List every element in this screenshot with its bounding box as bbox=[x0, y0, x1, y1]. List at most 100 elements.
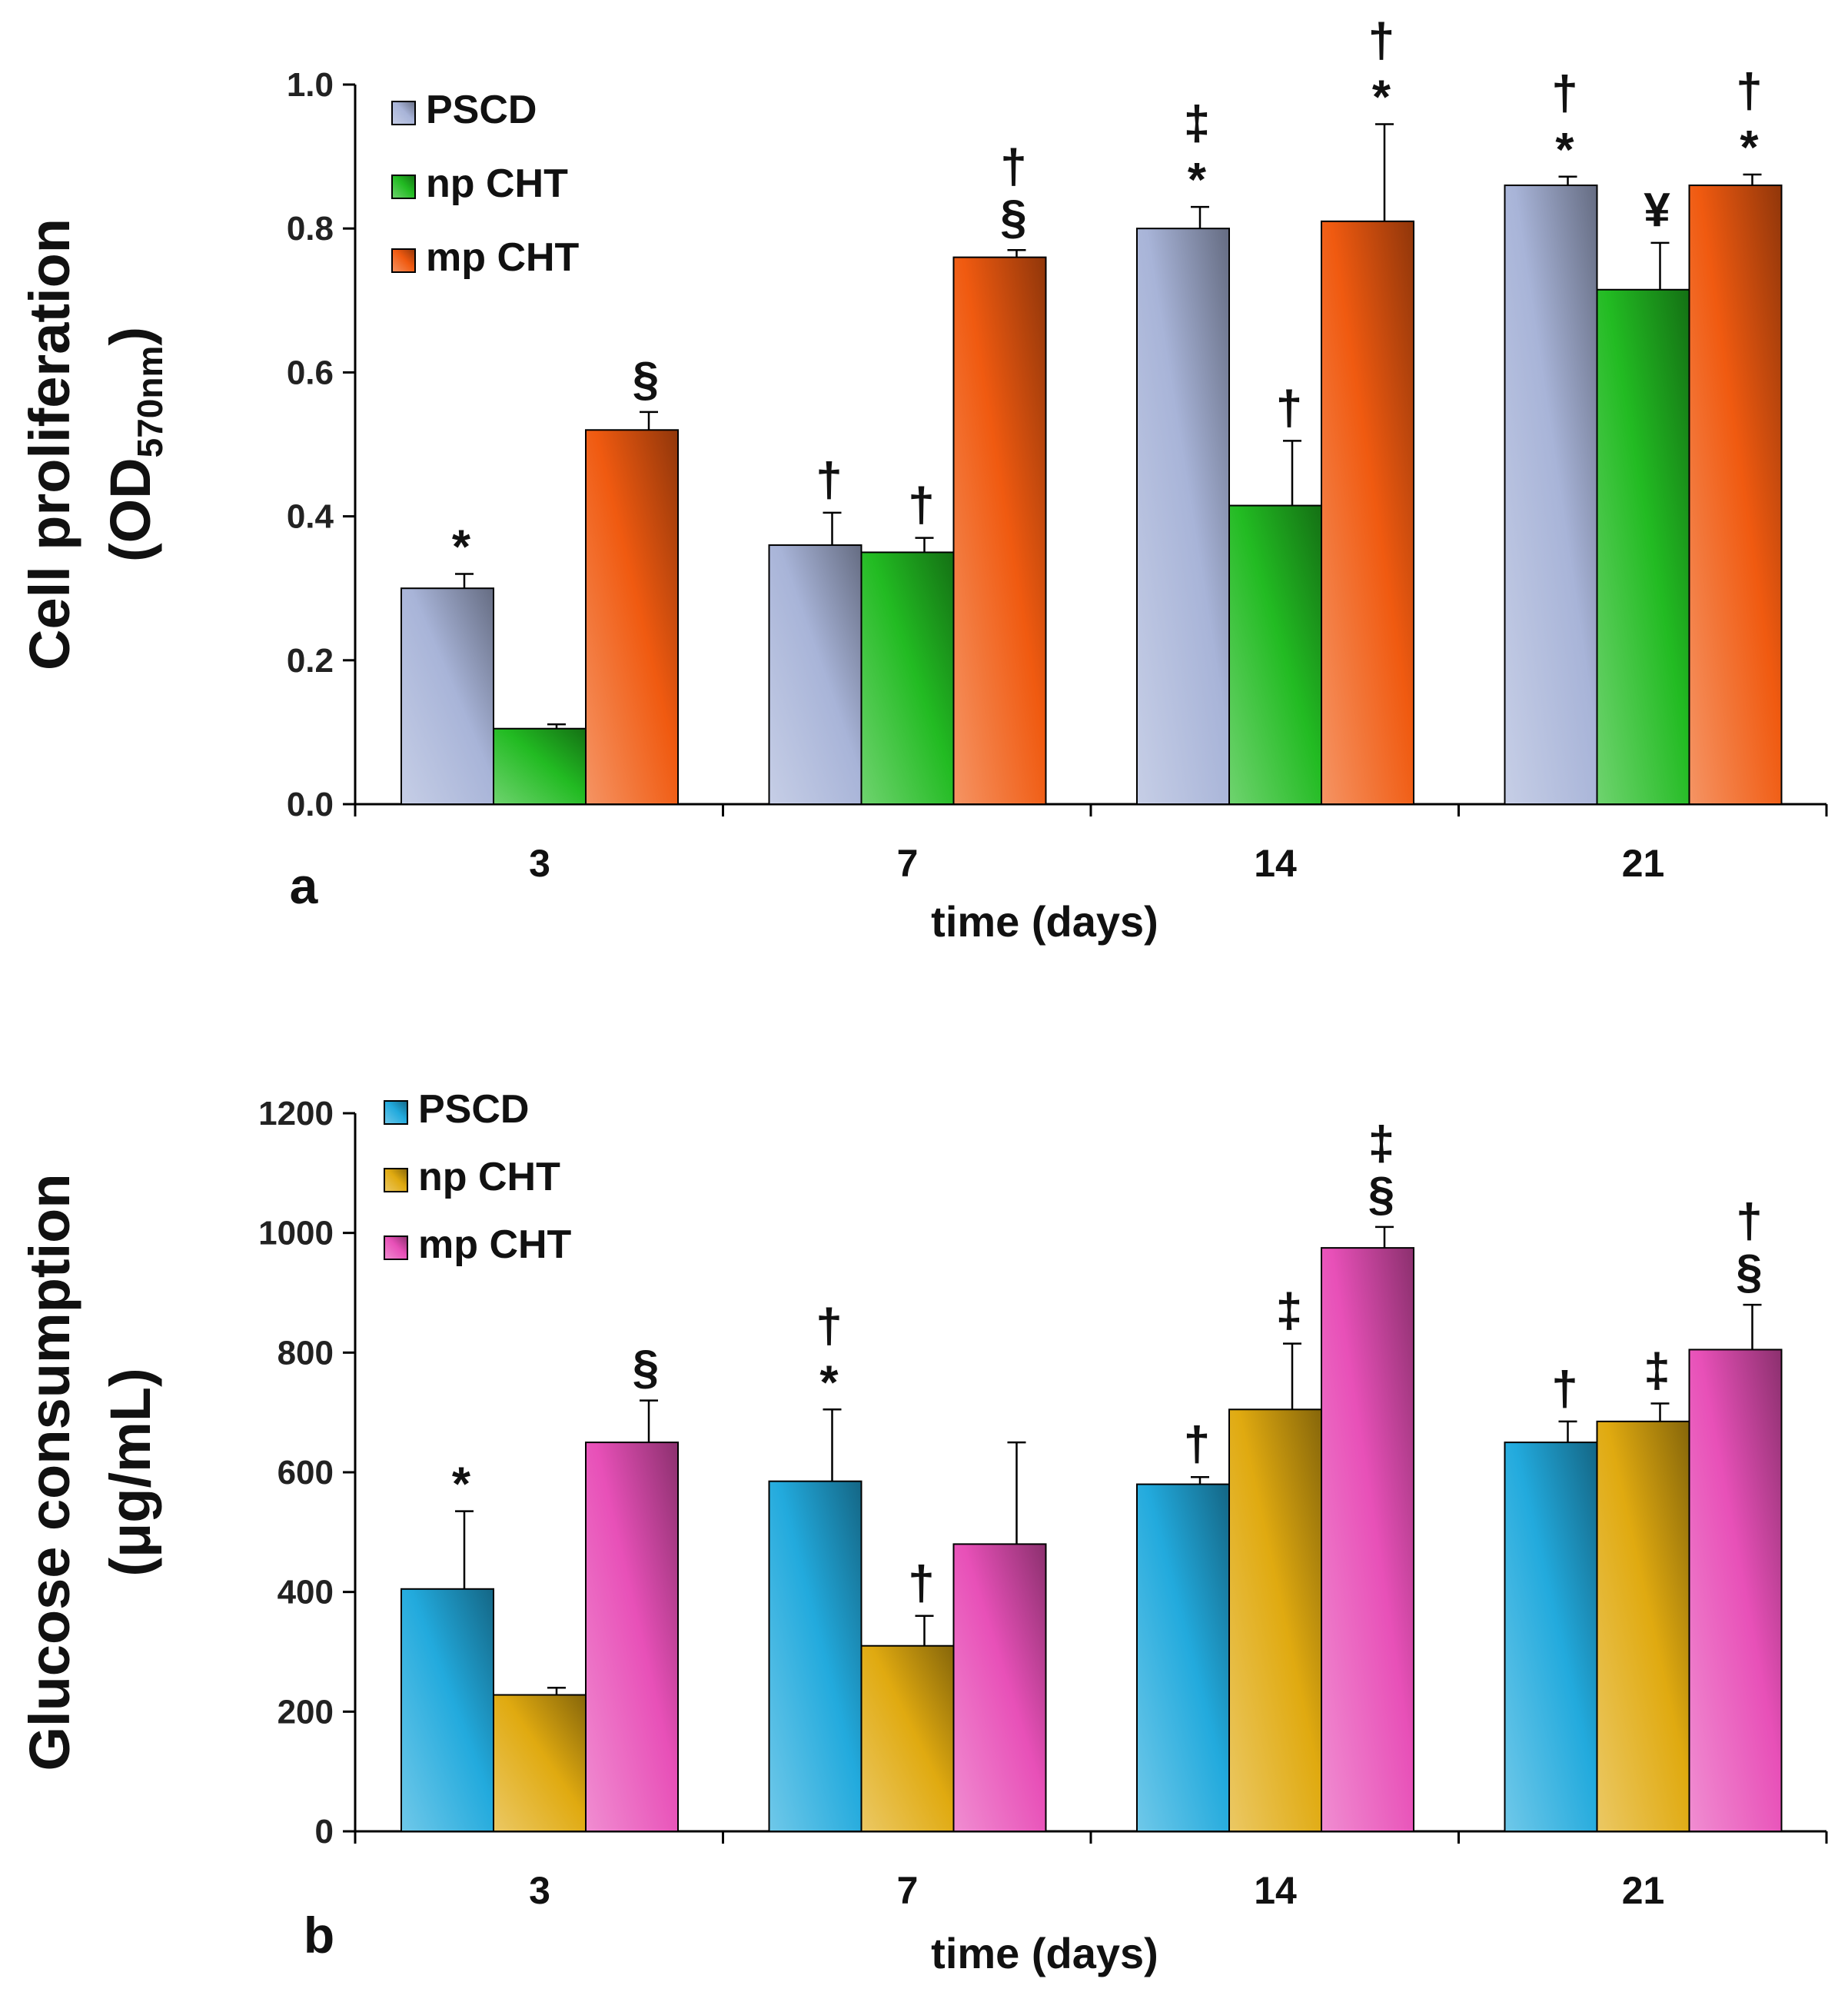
significance-marker: * bbox=[1555, 124, 1574, 177]
y-tick-label: 400 bbox=[278, 1574, 334, 1611]
y-axis-units-end: ) bbox=[98, 327, 162, 346]
significance-marker: § bbox=[1736, 1245, 1762, 1299]
y-tick-label: 1200 bbox=[258, 1095, 334, 1132]
legend-swatch bbox=[391, 101, 416, 125]
bar-pscd bbox=[768, 544, 863, 805]
y-axis-units-main: (OD bbox=[98, 457, 162, 562]
significance-marker: * bbox=[1372, 71, 1391, 124]
y-tick-label: 0.0 bbox=[287, 786, 334, 823]
significance-marker: † bbox=[1184, 1418, 1210, 1471]
bar-np-cht bbox=[860, 551, 955, 806]
significance-marker: ‡ bbox=[1276, 1285, 1302, 1338]
panel-label: a bbox=[290, 857, 319, 914]
x-tick-label: 3 bbox=[529, 1869, 550, 1912]
significance-marker: ‡ bbox=[1368, 1117, 1394, 1170]
y-tick-label: 0.6 bbox=[287, 354, 334, 391]
significance-marker: † bbox=[816, 454, 842, 507]
significance-marker: § bbox=[633, 1342, 659, 1395]
significance-marker: * bbox=[819, 1356, 839, 1409]
y-tick-label: 0 bbox=[315, 1813, 334, 1851]
bar-np-cht bbox=[493, 1694, 587, 1833]
bar-np-cht bbox=[1596, 1420, 1690, 1832]
bar-np-cht bbox=[860, 1644, 955, 1832]
significance-marker: ¥ bbox=[1644, 184, 1670, 237]
y-axis-title-units: (μg/mL) bbox=[98, 1368, 162, 1576]
significance-marker: † bbox=[908, 479, 934, 532]
x-tick-label: 3 bbox=[529, 842, 550, 885]
legend-swatch bbox=[391, 175, 416, 199]
significance-marker: † bbox=[1551, 67, 1577, 120]
significance-marker: * bbox=[1188, 154, 1207, 207]
x-tick-label: 7 bbox=[897, 1869, 919, 1912]
x-tick-label: 21 bbox=[1622, 842, 1665, 885]
panel-label: b bbox=[304, 1907, 334, 1964]
bar-np-cht bbox=[1228, 1408, 1322, 1832]
bar-pscd bbox=[401, 1588, 494, 1832]
legend-label: mp CHT bbox=[418, 1222, 572, 1267]
y-tick-label: 0.8 bbox=[287, 210, 334, 248]
legend-label: PSCD bbox=[418, 1087, 529, 1132]
bar-pscd bbox=[1136, 228, 1230, 805]
significance-marker: * bbox=[1740, 121, 1759, 175]
bar-mp-cht bbox=[952, 256, 1047, 805]
y-axis-title: Cell proliferation bbox=[18, 218, 81, 670]
significance-marker: † bbox=[816, 1299, 842, 1352]
bar-mp-cht bbox=[585, 429, 679, 806]
legend-label: mp CHT bbox=[426, 235, 580, 280]
y-tick-label: 600 bbox=[278, 1454, 334, 1492]
x-tick-label: 14 bbox=[1254, 842, 1297, 885]
bar-mp-cht bbox=[585, 1442, 679, 1833]
legend-label: PSCD bbox=[426, 88, 537, 132]
significance-marker: § bbox=[1368, 1168, 1394, 1221]
bar-mp-cht bbox=[1688, 1349, 1783, 1832]
significance-marker: † bbox=[1276, 381, 1302, 434]
y-tick-label: 800 bbox=[278, 1334, 334, 1372]
significance-marker: † bbox=[1736, 1195, 1762, 1248]
x-tick-label: 14 bbox=[1254, 1869, 1297, 1912]
x-axis-title: time (days) bbox=[931, 897, 1158, 946]
legend-label: np CHT bbox=[426, 161, 568, 206]
y-tick-label: 200 bbox=[278, 1693, 334, 1731]
legend-swatch bbox=[384, 1235, 408, 1260]
significance-marker: † bbox=[1736, 65, 1762, 118]
bar-pscd bbox=[768, 1480, 863, 1833]
y-axis-units-main: (μg/mL) bbox=[98, 1368, 162, 1576]
bar-mp-cht bbox=[1688, 185, 1783, 806]
significance-marker: § bbox=[633, 353, 659, 406]
bar-pscd bbox=[1136, 1483, 1230, 1832]
significance-marker: † bbox=[1551, 1362, 1577, 1415]
significance-marker: † bbox=[908, 1557, 934, 1610]
bar-pscd bbox=[401, 587, 494, 805]
x-tick-label: 21 bbox=[1622, 1869, 1665, 1912]
bar-np-cht bbox=[1228, 504, 1322, 805]
significance-marker: † bbox=[1000, 140, 1026, 193]
y-axis-title-units: (OD570nm) bbox=[98, 327, 170, 562]
legend-swatch bbox=[391, 248, 416, 273]
significance-marker: † bbox=[1368, 14, 1394, 67]
bar-np-cht bbox=[493, 727, 587, 805]
bar-mp-cht bbox=[1321, 1247, 1414, 1832]
bar-pscd bbox=[1504, 1442, 1598, 1833]
x-axis-title: time (days) bbox=[931, 1929, 1158, 1977]
bar-pscd bbox=[1504, 185, 1598, 806]
significance-marker: ‡ bbox=[1644, 1344, 1670, 1397]
significance-marker: * bbox=[452, 1458, 471, 1511]
legend-swatch bbox=[384, 1168, 408, 1192]
bar-mp-cht bbox=[1321, 220, 1414, 805]
y-tick-label: 1.0 bbox=[287, 66, 334, 104]
legend-label: np CHT bbox=[418, 1155, 560, 1199]
significance-marker: ‡ bbox=[1184, 97, 1210, 150]
y-axis-units-subscript: 570nm bbox=[130, 346, 170, 458]
y-tick-label: 1000 bbox=[258, 1215, 334, 1252]
y-axis-title: Glucose consumption bbox=[18, 1173, 81, 1771]
bar-mp-cht bbox=[952, 1543, 1047, 1833]
panel-a-cell-proliferation-chart: 0.00.20.40.60.81.03 7 14 21*†*‡*†††¥§§†*†*†… bbox=[18, 14, 1828, 946]
bar-np-cht bbox=[1596, 288, 1690, 805]
x-tick-label: 7 bbox=[897, 842, 919, 885]
significance-marker: * bbox=[452, 520, 471, 574]
legend-swatch bbox=[384, 1100, 408, 1125]
y-tick-label: 0.4 bbox=[287, 498, 334, 536]
y-tick-label: 0.2 bbox=[287, 642, 334, 680]
